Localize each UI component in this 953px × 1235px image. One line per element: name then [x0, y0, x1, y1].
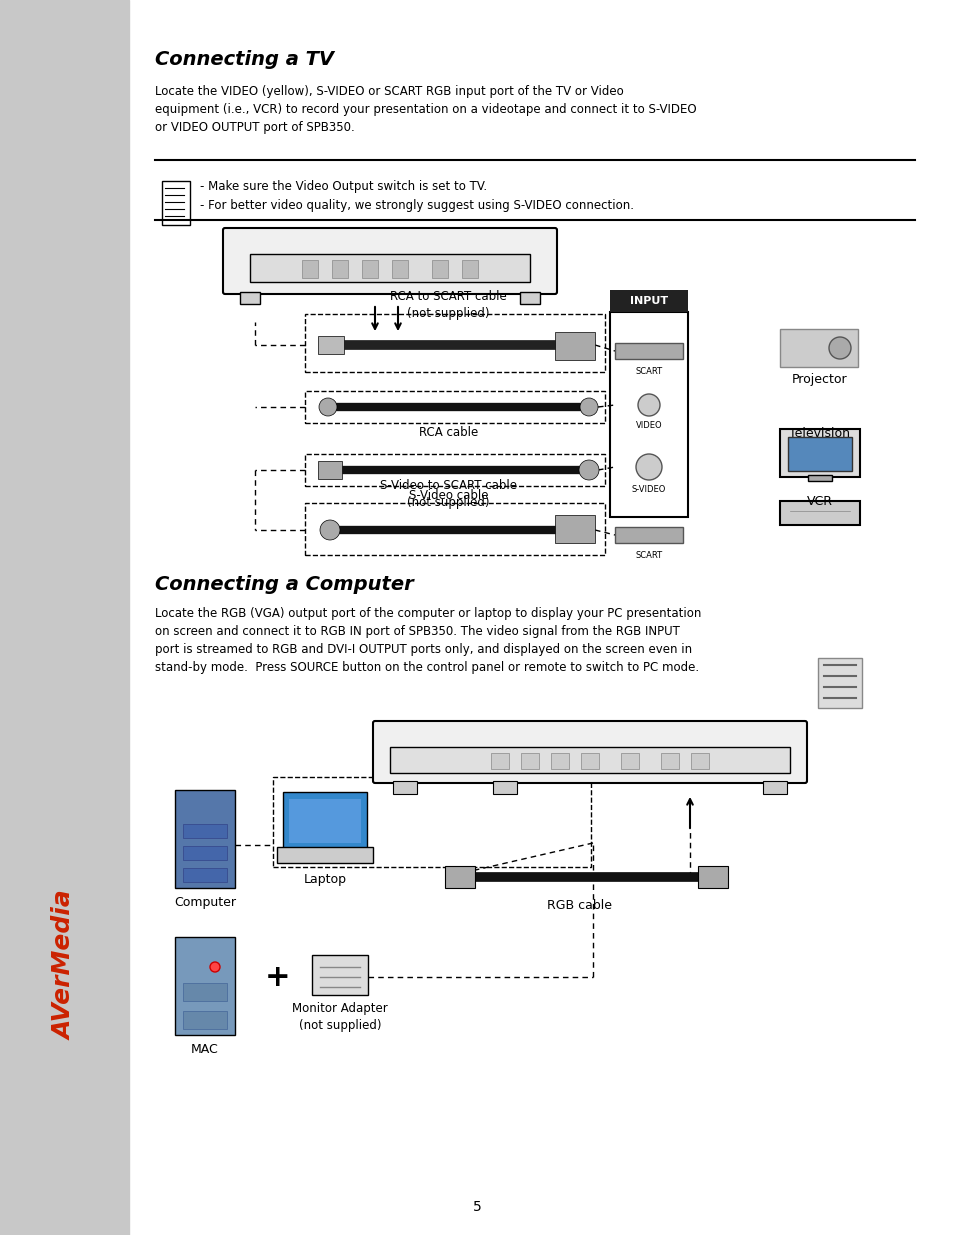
- Bar: [817, 658, 862, 708]
- Text: S-VIDEO: S-VIDEO: [631, 485, 665, 494]
- Bar: [305, 454, 604, 487]
- Bar: [174, 790, 234, 888]
- Bar: [283, 792, 367, 850]
- Bar: [444, 866, 475, 888]
- Circle shape: [318, 398, 336, 416]
- Bar: [698, 866, 727, 888]
- Bar: [250, 254, 530, 282]
- Circle shape: [636, 454, 661, 480]
- Bar: [174, 937, 234, 1035]
- Bar: [491, 753, 509, 769]
- Text: RGB cable: RGB cable: [547, 899, 612, 911]
- Bar: [787, 437, 851, 471]
- Circle shape: [638, 394, 659, 416]
- Text: 5: 5: [472, 1200, 481, 1214]
- Bar: [615, 343, 682, 359]
- Text: RCA cable: RCA cable: [418, 426, 477, 438]
- Bar: [332, 261, 348, 278]
- Text: INPUT: INPUT: [629, 296, 667, 306]
- Text: Locate the RGB (VGA) output port of the computer or laptop to display your PC pr: Locate the RGB (VGA) output port of the …: [154, 606, 700, 674]
- Bar: [276, 847, 373, 863]
- Bar: [183, 846, 227, 860]
- Bar: [183, 824, 227, 839]
- Circle shape: [319, 520, 339, 540]
- Bar: [392, 261, 408, 278]
- Text: Television: Television: [789, 427, 850, 440]
- Bar: [807, 475, 831, 480]
- Bar: [0, 0, 129, 1235]
- Bar: [780, 329, 857, 367]
- Text: Connecting a TV: Connecting a TV: [154, 49, 334, 69]
- Text: AVerMedia: AVerMedia: [52, 890, 76, 1040]
- Bar: [762, 781, 786, 794]
- Bar: [609, 290, 687, 312]
- Circle shape: [828, 337, 850, 359]
- Circle shape: [579, 398, 598, 416]
- Text: Projector: Projector: [791, 373, 847, 387]
- Text: Computer: Computer: [173, 897, 235, 909]
- Bar: [361, 261, 377, 278]
- Text: SCART: SCART: [635, 551, 662, 559]
- Bar: [690, 753, 708, 769]
- Bar: [305, 503, 604, 555]
- Bar: [580, 753, 598, 769]
- Bar: [390, 747, 789, 773]
- Circle shape: [578, 459, 598, 480]
- Text: Laptop: Laptop: [303, 873, 346, 885]
- Text: S-Video to SCART cable
(not supplied): S-Video to SCART cable (not supplied): [379, 479, 517, 509]
- Bar: [240, 291, 260, 304]
- Bar: [519, 291, 539, 304]
- Bar: [551, 753, 568, 769]
- Bar: [432, 261, 448, 278]
- Bar: [289, 799, 360, 844]
- Bar: [555, 515, 595, 543]
- Bar: [273, 777, 590, 867]
- Bar: [317, 336, 344, 354]
- Bar: [660, 753, 679, 769]
- Bar: [620, 753, 639, 769]
- Bar: [493, 781, 517, 794]
- Circle shape: [210, 962, 220, 972]
- Bar: [305, 391, 604, 424]
- Bar: [317, 461, 341, 479]
- Text: - Make sure the Video Output switch is set to TV.
- For better video quality, we: - Make sure the Video Output switch is s…: [200, 180, 634, 212]
- Text: RCA to SCART cable
(not supplied): RCA to SCART cable (not supplied): [390, 290, 506, 320]
- Text: +: +: [265, 962, 291, 992]
- Bar: [555, 332, 595, 359]
- Bar: [609, 312, 687, 517]
- Bar: [162, 182, 190, 225]
- Text: Locate the VIDEO (yellow), S-VIDEO or SCART RGB input port of the TV or Video
eq: Locate the VIDEO (yellow), S-VIDEO or SC…: [154, 85, 696, 135]
- Bar: [302, 261, 317, 278]
- Text: SCART: SCART: [635, 367, 662, 375]
- Bar: [183, 1011, 227, 1029]
- Text: Monitor Adapter
(not supplied): Monitor Adapter (not supplied): [292, 1002, 388, 1032]
- Text: MAC: MAC: [191, 1044, 218, 1056]
- Text: VIDEO: VIDEO: [635, 421, 661, 430]
- Bar: [520, 753, 538, 769]
- FancyBboxPatch shape: [223, 228, 557, 294]
- Text: VCR: VCR: [806, 495, 832, 508]
- Bar: [183, 983, 227, 1002]
- Bar: [393, 781, 416, 794]
- Text: S-Video cable: S-Video cable: [408, 489, 488, 501]
- Bar: [461, 261, 477, 278]
- Bar: [780, 429, 859, 477]
- Bar: [312, 955, 368, 995]
- Bar: [305, 314, 604, 372]
- Text: Connecting a Computer: Connecting a Computer: [154, 576, 414, 594]
- FancyBboxPatch shape: [373, 721, 806, 783]
- Bar: [780, 501, 859, 525]
- Bar: [615, 527, 682, 543]
- Bar: [183, 868, 227, 882]
